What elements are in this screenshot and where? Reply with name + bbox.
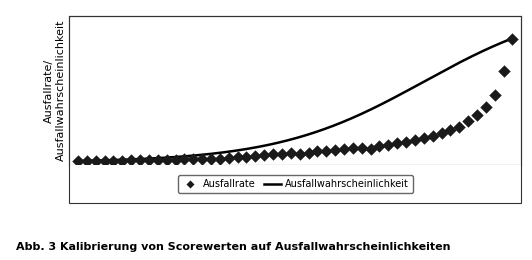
Point <box>473 113 481 118</box>
Point <box>260 153 269 157</box>
Point <box>348 146 357 150</box>
Point <box>367 147 375 151</box>
Y-axis label: Ausfallrate/
Ausfallwahrscheinlichkeit: Ausfallrate/ Ausfallwahrscheinlichkeit <box>44 20 66 161</box>
Point <box>198 157 206 161</box>
Point <box>322 149 330 153</box>
Point <box>411 138 419 142</box>
Point <box>207 157 215 161</box>
Point <box>358 146 366 150</box>
Point <box>145 158 153 162</box>
Point <box>118 159 127 163</box>
Point <box>384 143 393 147</box>
Point <box>189 157 197 161</box>
Point <box>92 159 100 163</box>
Point <box>101 159 109 163</box>
Point <box>127 158 136 162</box>
Point <box>136 158 144 162</box>
Legend: Ausfallrate, Ausfallwahrscheinlichkeit: Ausfallrate, Ausfallwahrscheinlichkeit <box>178 175 413 193</box>
Point <box>269 152 277 156</box>
Point <box>234 155 242 160</box>
Point <box>287 151 295 155</box>
Point <box>481 105 490 109</box>
Point <box>375 144 384 148</box>
Point <box>313 149 322 153</box>
Point <box>171 158 180 162</box>
Point <box>162 158 171 162</box>
X-axis label: Logitwert: Logitwert <box>269 167 321 177</box>
Point <box>278 152 286 156</box>
Point <box>215 157 224 161</box>
Point <box>491 93 499 97</box>
Point <box>428 134 437 138</box>
Point <box>437 131 446 135</box>
Point <box>455 125 463 129</box>
Point <box>242 155 251 159</box>
Point <box>180 157 189 161</box>
Point <box>154 158 162 162</box>
Point <box>251 154 260 158</box>
Point <box>508 37 517 41</box>
Point <box>304 151 313 155</box>
Point <box>74 159 82 163</box>
Point <box>500 69 508 74</box>
Point <box>464 119 472 124</box>
Point <box>295 152 304 156</box>
Point <box>402 140 410 144</box>
Point <box>331 148 339 152</box>
Point <box>340 147 348 151</box>
Point <box>225 156 233 160</box>
Point <box>420 136 428 140</box>
Text: Abb. 3 Kalibrierung von Scorewerten auf Ausfallwahrscheinlichkeiten: Abb. 3 Kalibrierung von Scorewerten auf … <box>16 242 451 252</box>
Point <box>446 128 455 132</box>
Point <box>393 141 402 145</box>
Point <box>82 159 91 163</box>
Point <box>109 159 118 163</box>
